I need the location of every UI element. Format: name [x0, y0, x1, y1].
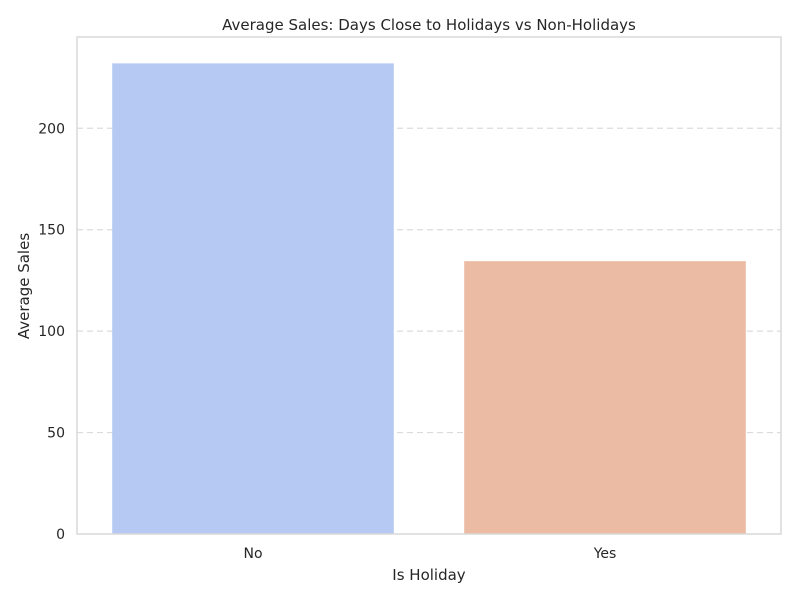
chart-title: Average Sales: Days Close to Holidays vs… [222, 16, 636, 34]
y-tick-label: 50 [47, 426, 65, 442]
x-tick-label: No [243, 546, 262, 562]
y-tick-label: 100 [38, 324, 65, 340]
x-axis-label: Is Holiday [392, 566, 466, 584]
axes: 0 50 100 150 200 No Yes [38, 121, 616, 562]
bars [112, 63, 746, 534]
y-tick-label: 150 [38, 223, 65, 239]
bar [112, 63, 394, 534]
x-tick-label: Yes [593, 546, 617, 562]
y-axis-label: Average Sales [15, 233, 33, 339]
y-tick-label: 200 [38, 121, 65, 137]
bar [464, 261, 746, 534]
grid-lines [77, 127, 781, 434]
plot-frame [76, 36, 782, 535]
y-tick-label: 0 [56, 527, 65, 543]
